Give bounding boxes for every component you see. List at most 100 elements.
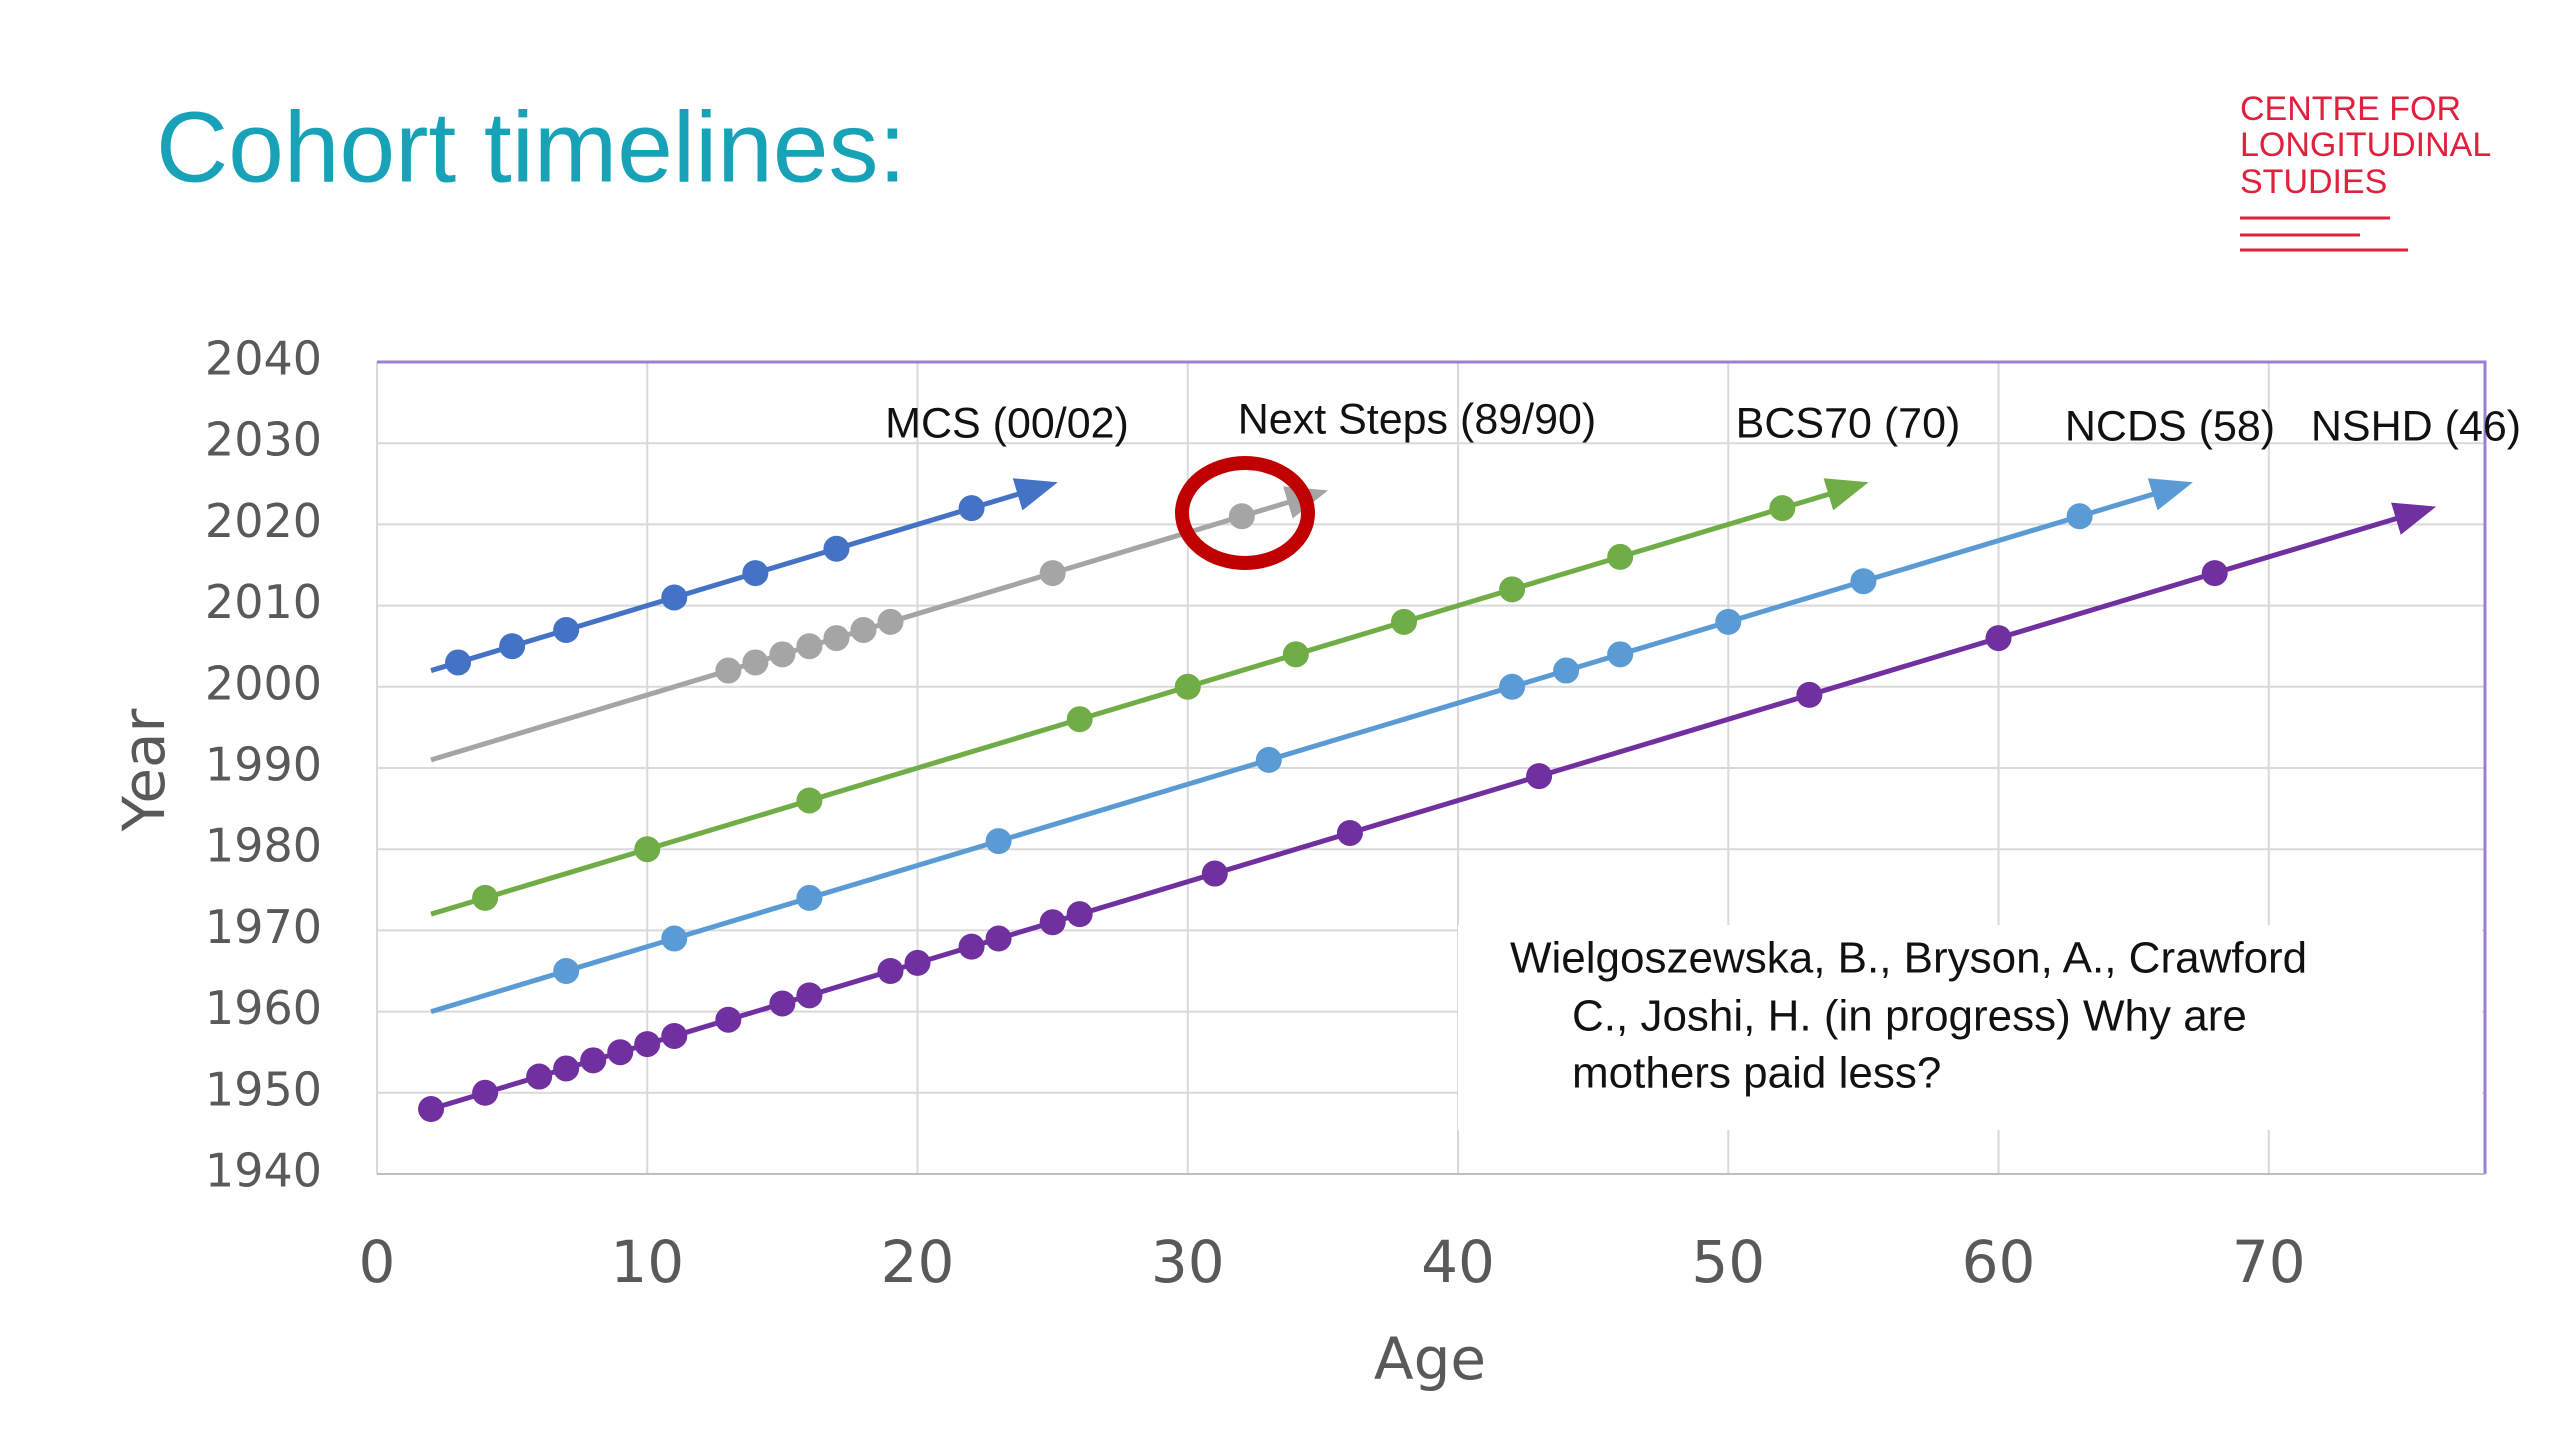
data-point: [1796, 681, 1823, 708]
data-point: [715, 657, 742, 684]
annotation: Wielgoszewska, B., Bryson, A., Crawford: [1510, 934, 2307, 983]
data-point: [1066, 901, 1093, 928]
data-point: [958, 495, 985, 522]
data-point: [1201, 860, 1228, 887]
series-line: [430, 478, 1869, 917]
data-point: [1336, 819, 1363, 846]
data-point: [1850, 568, 1877, 595]
data-point: [1255, 746, 1282, 773]
data-point: [634, 836, 661, 863]
y-tick-label: 1970: [205, 900, 322, 954]
data-point: [877, 608, 904, 635]
y-tick-label: 2000: [205, 656, 322, 710]
data-point: [823, 625, 850, 652]
data-point: [985, 925, 1012, 952]
annotation-box: [1458, 925, 2482, 1130]
data-point: [1174, 673, 1201, 700]
plot: 1940 1950 1960 1970 1980 1990 2000 2010 2020 2030…: [205, 332, 2521, 1297]
data-point: [1228, 503, 1255, 530]
y-tick-label: 2040: [205, 332, 322, 386]
data-point: [661, 925, 688, 952]
logo-text: STUDIES: [2240, 163, 2387, 201]
data-point: [1607, 641, 1634, 668]
x-tick-label: 50: [1691, 1228, 1765, 1296]
data-point: [769, 641, 796, 668]
data-point: [607, 1039, 634, 1066]
data-point: [1607, 543, 1634, 570]
data-point: [472, 884, 499, 911]
data-point: [823, 535, 850, 562]
data-point: [1553, 657, 1580, 684]
data-point: [850, 616, 877, 643]
data-point: [904, 949, 931, 976]
y-axis-label: Year: [110, 708, 178, 832]
x-tick-label: 40: [1421, 1228, 1495, 1296]
data-point: [796, 982, 823, 1009]
data-point: [580, 1047, 607, 1074]
data-point: [553, 958, 580, 984]
y-tick-label: 2010: [205, 575, 322, 629]
data-point: [1499, 576, 1526, 603]
logo: CENTRE FOR LONGITUDINAL STUDIES: [2240, 90, 2491, 252]
logo-text: CENTRE FOR: [2240, 90, 2461, 128]
y-tick-label: 1980: [205, 819, 322, 873]
data-point: [553, 1055, 580, 1082]
data-point: [1039, 909, 1066, 936]
y-tick-label: 1940: [205, 1144, 322, 1198]
data-point: [796, 787, 823, 814]
series-label: NSHD (46): [2311, 402, 2521, 450]
data-point: [526, 1063, 553, 1090]
data-point: [796, 884, 823, 911]
data-point: [985, 828, 1012, 855]
data-point: [742, 649, 769, 676]
annotation: mothers paid less?: [1572, 1049, 1941, 1098]
highlight-ring: [1175, 456, 1315, 570]
data-point: [1499, 673, 1526, 700]
series-line: [430, 478, 1058, 673]
data-point: [1715, 608, 1742, 635]
data-point: [1769, 495, 1796, 522]
x-tick-label: 0: [359, 1228, 396, 1296]
data-point: [472, 1079, 499, 1106]
x-tick-label: 10: [610, 1228, 684, 1296]
data-point: [796, 633, 823, 660]
series-line: [430, 502, 2437, 1112]
data-point: [1282, 641, 1309, 668]
y-tick-label: 1950: [205, 1062, 322, 1116]
data-point: [418, 1096, 445, 1123]
x-tick-label: 30: [1151, 1228, 1225, 1296]
slide-title: Cohort timelines:: [156, 91, 906, 203]
annotation: C., Joshi, H. (in progress) Why are: [1572, 992, 2247, 1041]
data-point: [1390, 608, 1417, 635]
data-point: [1039, 560, 1066, 587]
series-label: MCS (00/02): [885, 399, 1129, 447]
data-point: [742, 560, 769, 587]
data-point: [661, 1022, 688, 1049]
y-tick-label: 2020: [205, 494, 322, 548]
series-label: Next Steps (89/90): [1238, 395, 1597, 443]
series-label: BCS70 (70): [1736, 399, 1961, 447]
x-tick-label: 60: [1962, 1228, 2036, 1296]
data-point: [634, 1031, 661, 1058]
data-point: [715, 1006, 742, 1033]
x-axis-label: Age: [1374, 1325, 1486, 1393]
data-point: [877, 958, 904, 984]
data-point: [958, 933, 985, 960]
plot-border: [377, 360, 2487, 1174]
data-point: [1985, 625, 2012, 652]
data-point: [2066, 503, 2093, 530]
x-tick-label: 70: [2232, 1228, 2306, 1296]
y-tick-label: 1990: [205, 738, 322, 792]
y-tick-label: 2030: [205, 413, 322, 467]
logo-text: LONGITUDINAL: [2240, 126, 2491, 164]
y-tick-label: 1960: [205, 981, 322, 1035]
data-point: [769, 990, 796, 1017]
data-point: [661, 584, 688, 611]
data-point: [1526, 763, 1553, 790]
data-point: [1066, 706, 1093, 733]
data-point: [553, 616, 580, 643]
data-point: [2201, 560, 2228, 587]
data-point: [445, 649, 472, 676]
data-point: [499, 633, 526, 660]
